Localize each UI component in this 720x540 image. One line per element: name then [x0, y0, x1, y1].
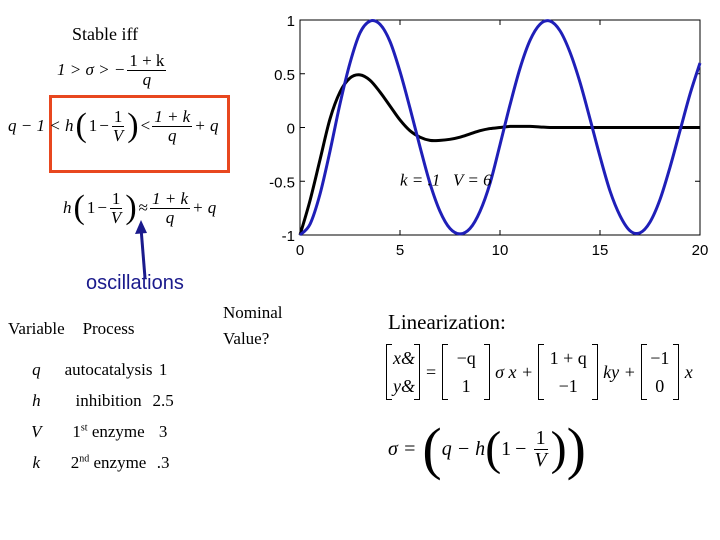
y-tick-label: 0.5 — [274, 67, 295, 84]
ineq3-frac2-num: 1 + k — [149, 189, 191, 209]
ineq2-frac1-num: 1 — [111, 107, 125, 127]
variables-table: Variable Process q autocatalysis 1 h inh… — [8, 313, 174, 478]
ineq3-one: 1 — [86, 198, 96, 218]
oscillations-label: oscillations — [86, 272, 184, 294]
x-tick-label: 20 — [692, 242, 709, 259]
equals-sign: = — [426, 361, 437, 382]
table-row: h inhibition 2.5 — [8, 385, 174, 416]
x-tick-label: 15 — [592, 242, 609, 259]
header-process: Process — [82, 318, 135, 338]
matrix-3: −1 0 — [640, 344, 679, 400]
series-line-1 — [298, 18, 702, 237]
ineq3-h: h — [63, 198, 72, 218]
matrix-2: 1 + q −1 — [538, 344, 599, 400]
header-value: Value? — [223, 329, 270, 348]
ineq3-tail: + q — [192, 198, 217, 218]
row-process: 1st enzyme — [72, 421, 145, 441]
y-tick-label: -1 — [282, 228, 295, 245]
m3-top: −1 — [650, 348, 670, 368]
ineq3-frac2: 1 + k q — [149, 189, 191, 227]
matrix-1: −q 1 — [442, 344, 491, 400]
header-variable: Variable — [8, 318, 65, 338]
ineq3-frac2-den: q — [165, 207, 175, 227]
m1-bot: 1 — [461, 376, 471, 396]
chart-annotation: k = .1 V = 6 — [400, 170, 492, 189]
table-header-row: Variable Process — [8, 313, 174, 344]
row-process: 2nd enzyme — [70, 452, 147, 472]
highlight-box — [49, 95, 230, 173]
sigma-mid: q − h — [441, 437, 486, 460]
header-nominal: Nominal — [223, 303, 283, 322]
sigma-minus: − — [515, 437, 527, 460]
ky-term: ky + — [603, 361, 636, 382]
oscillation-chart: 10.50-0.5-10 5 10 15 20k = .1 V = 6 — [269, 13, 709, 259]
ineq2-lhs: q − 1 < h — [8, 116, 74, 136]
ineq1-num: 1 + k — [127, 51, 167, 71]
table-row: V 1st enzyme 3 — [8, 416, 174, 447]
m3-bot: 0 — [655, 376, 665, 396]
sigma-one: 1 — [501, 437, 512, 460]
row-variable: V — [31, 421, 42, 441]
y-tick-label: -0.5 — [269, 174, 295, 191]
table-row: k 2nd enzyme .3 — [8, 447, 174, 478]
row-value: .3 — [156, 452, 170, 472]
sigma-lhs: σ = — [388, 437, 417, 460]
row-variable: q — [32, 359, 41, 379]
ineq2-frac1-den: V — [112, 125, 124, 145]
sigma-num: 1 — [533, 426, 548, 450]
sigma-fraction: 1 V — [532, 426, 548, 471]
y-tick-label: 0 — [287, 121, 295, 138]
ineq3-approx: ≈ — [138, 198, 148, 218]
row-process: inhibition — [75, 390, 142, 410]
ineq1-fraction: 1 + k q — [127, 51, 167, 89]
arrow-icon — [135, 220, 147, 279]
ineq3-frac1-den: V — [110, 207, 122, 227]
sigma-definition: σ = ( q − h ( 1 − 1 V ) ) — [388, 416, 586, 481]
m2-bot: −1 — [558, 376, 578, 396]
ineq2-frac2-den: q — [167, 125, 177, 145]
lhs-top: x& — [393, 348, 415, 368]
stable-iff-label: Stable iff — [72, 24, 139, 44]
x-tick-label: 10 — [492, 242, 509, 259]
x-tick-label: 5 — [396, 242, 404, 259]
x-tick-label: 0 — [296, 242, 304, 259]
ineq1-lhs: 1 > σ > − — [57, 60, 126, 80]
row-value: 3 — [158, 421, 168, 441]
row-process: autocatalysis — [64, 359, 153, 379]
row-variable: k — [32, 452, 41, 472]
row-value: 2.5 — [152, 390, 174, 410]
row-variable: h — [32, 390, 41, 410]
linearization-title: Linearization: — [388, 310, 506, 334]
sigma-x: σ x + — [495, 361, 534, 382]
ineq2-frac1: 1 V — [111, 108, 125, 145]
lhs-vector: x& y& — [386, 344, 420, 400]
y-tick-label: 1 — [287, 13, 295, 30]
table-row: q autocatalysis 1 — [8, 354, 174, 385]
m2-top: 1 + q — [549, 348, 587, 368]
m1-top: −q — [456, 348, 476, 368]
oscillation-condition: h ( 1− 1 V ) ≈ 1 + k q + q — [63, 189, 217, 227]
x-tail: x — [684, 361, 693, 382]
ineq2-frac2: 1 + k q — [152, 107, 193, 145]
linearization-equation: x& y& = −q 1 σ x + 1 + q −1 ky + −1 0 x — [386, 344, 693, 400]
row-value: 1 — [158, 359, 168, 379]
ineq2-lt: < — [140, 116, 151, 136]
stability-inequality-1: 1 > σ > − 1 + k q — [56, 52, 167, 89]
ineq1-den: q — [142, 69, 152, 89]
ineq3-frac1: 1 V — [109, 190, 123, 227]
stability-inequality-2: q − 1 < h ( 1− 1 V ) < 1 + k q + q — [8, 107, 219, 145]
ineq3-frac1-num: 1 — [109, 189, 123, 209]
ineq2-tail: + q — [194, 116, 219, 136]
lhs-bot: y& — [393, 376, 415, 396]
sigma-den: V — [534, 448, 547, 471]
ineq2-one: 1 — [88, 116, 98, 136]
series-line-0 — [298, 73, 700, 236]
ineq2-frac2-num: 1 + k — [152, 107, 193, 127]
